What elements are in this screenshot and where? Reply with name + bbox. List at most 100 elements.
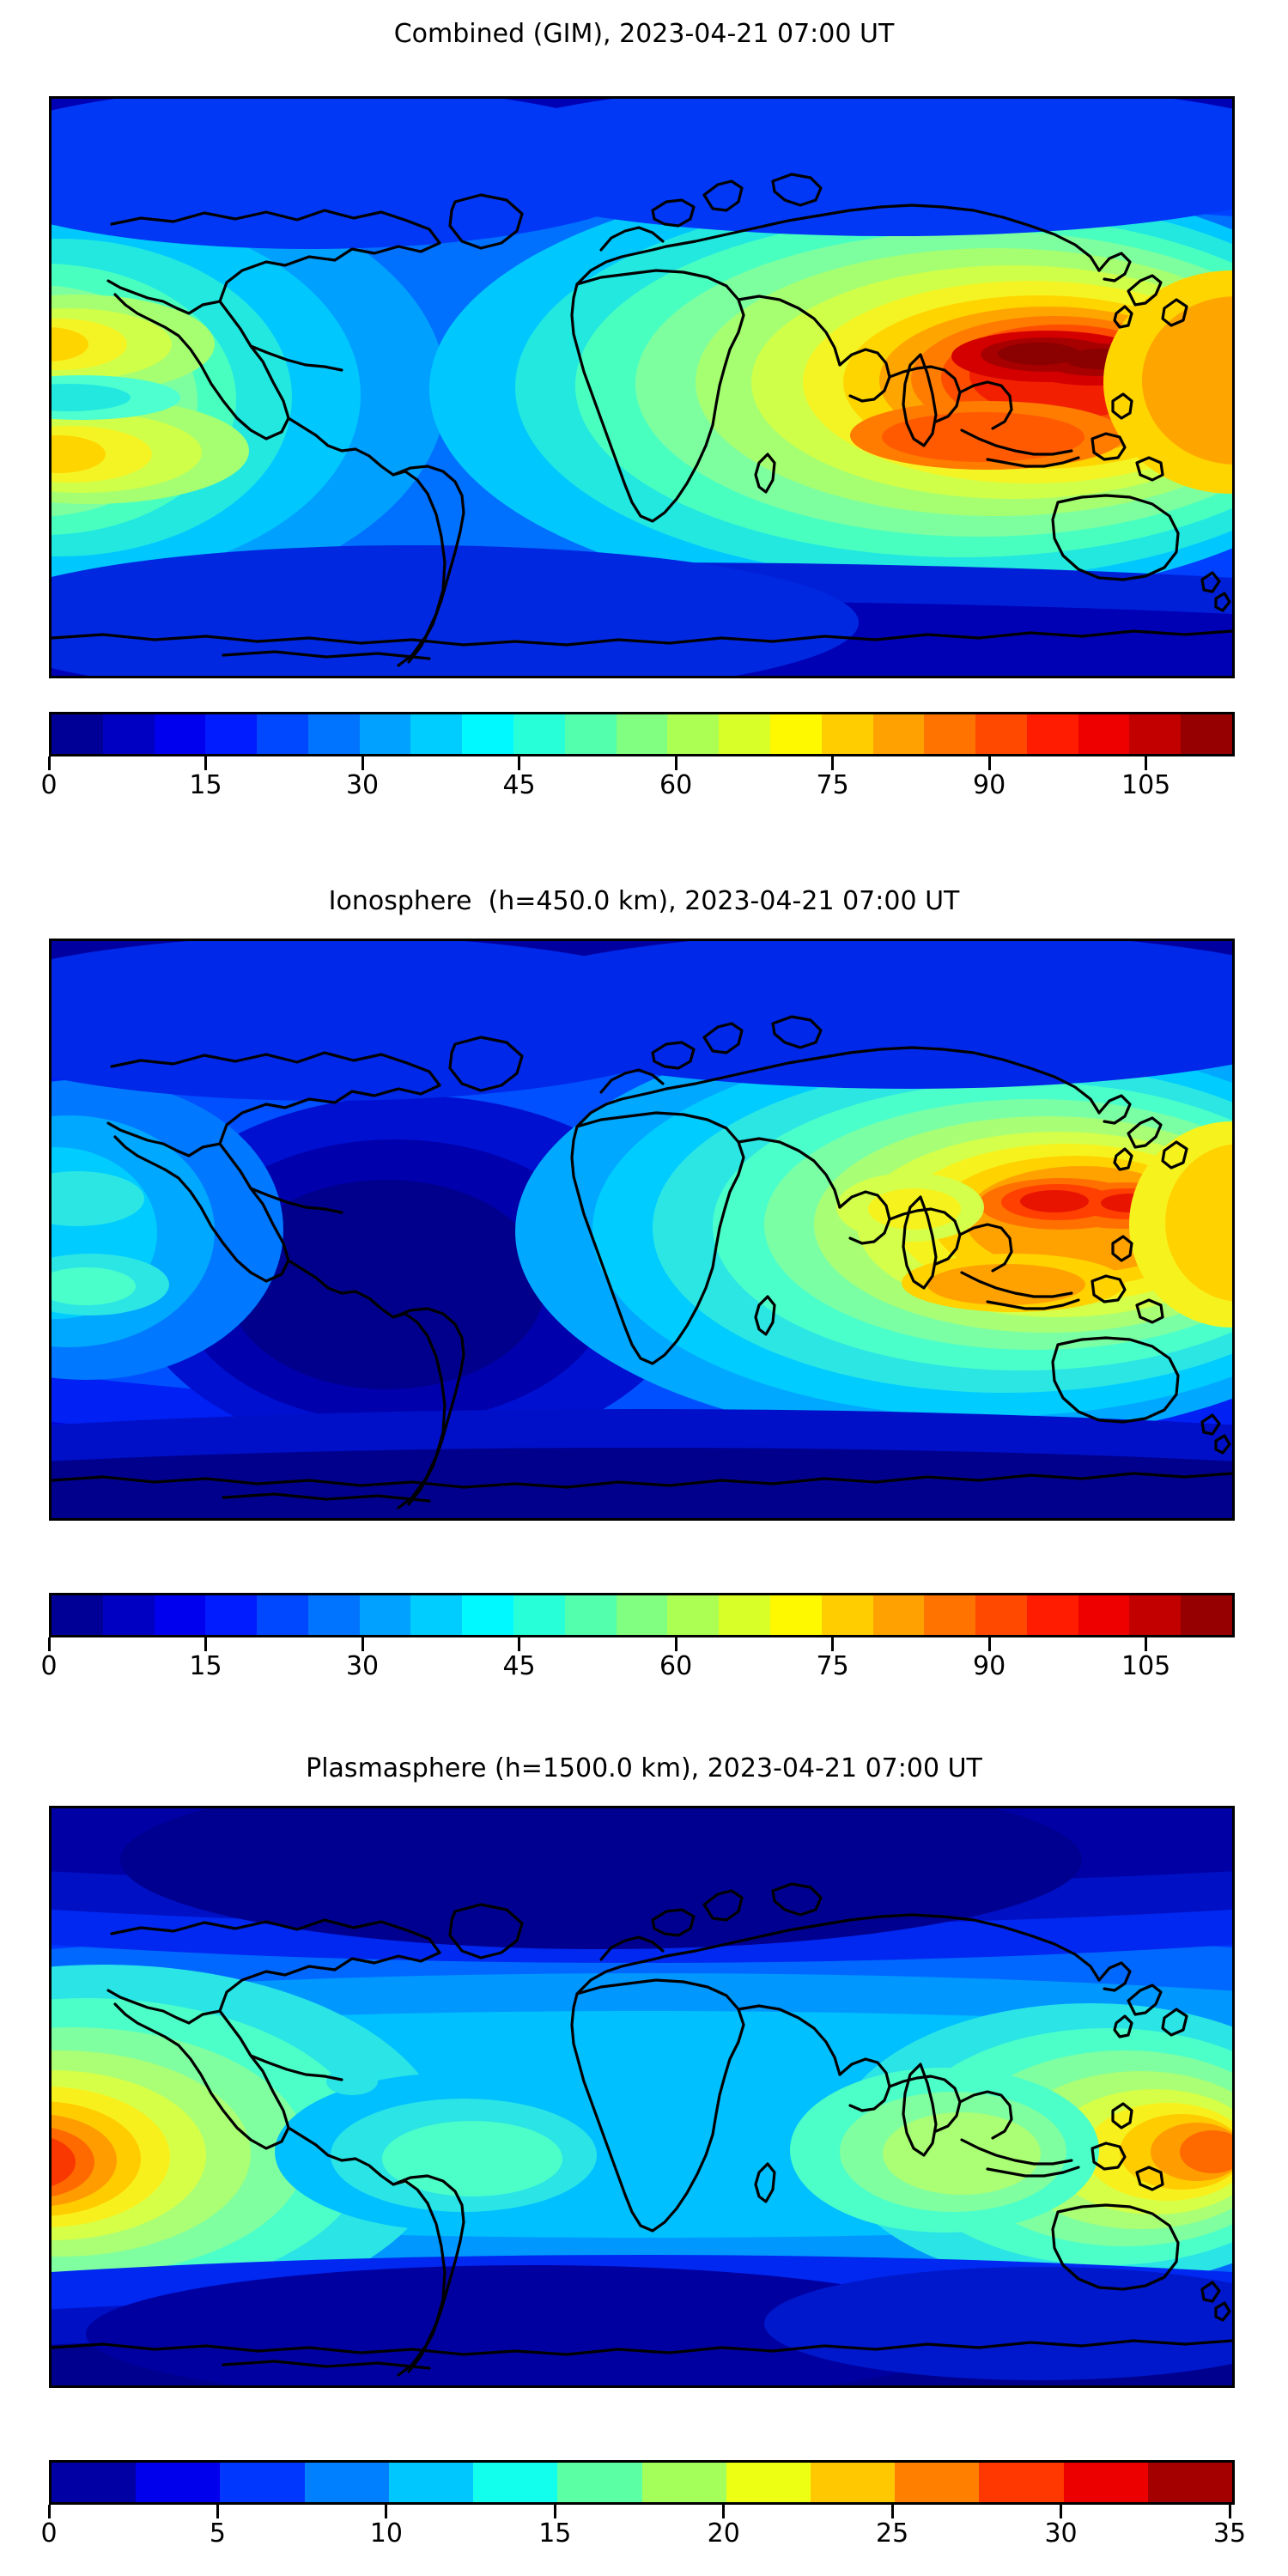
panel-title-plasmasphere: Plasmasphere (h=1500.0 km), 2023-04-21 0… bbox=[306, 1753, 982, 1783]
colorbar-tick-label: 35 bbox=[1212, 2518, 1247, 2549]
colorbar-segment bbox=[1078, 714, 1130, 754]
colorbar-segment bbox=[1063, 2463, 1148, 2502]
colorbar-ticks-ionosphere bbox=[46, 1637, 1232, 1651]
colorbar-tick-label: 20 bbox=[707, 2518, 740, 2549]
colorbar-segment bbox=[719, 714, 770, 754]
colorbar-tick bbox=[674, 756, 677, 770]
colorbar-tick-label: 5 bbox=[209, 2518, 226, 2549]
colorbar-segment bbox=[205, 714, 258, 754]
colorbar-segment bbox=[154, 714, 206, 754]
colorbar-segment bbox=[154, 1595, 206, 1635]
colorbar-segment bbox=[52, 1595, 103, 1635]
colorbar-plasmasphere: 0 5 10 15 20 25 30 35 bbox=[40, 2460, 1246, 2555]
colorbar-tick bbox=[1145, 756, 1148, 770]
colorbar-segment bbox=[52, 714, 103, 754]
colorbar-segment bbox=[513, 1595, 565, 1635]
colorbar-tick-label: 25 bbox=[876, 2518, 909, 2549]
colorbar-ticklabels-plasmasphere: 0 5 10 15 20 25 30 35 bbox=[40, 2518, 1246, 2555]
colorbar-tick-label: 15 bbox=[189, 1651, 222, 1681]
colorbar-ticklabels-ionosphere: 0 15 30 45 60 75 90 105 bbox=[40, 1651, 1232, 1687]
colorbar-tick bbox=[361, 1637, 364, 1651]
colorbar-tick-label: 90 bbox=[973, 770, 1006, 800]
colorbar-segment bbox=[616, 1595, 668, 1635]
colorbar-tick-label: 45 bbox=[502, 1651, 536, 1681]
colorbar-tick bbox=[987, 756, 991, 770]
colorbar-tick-label: 30 bbox=[1044, 2518, 1078, 2549]
colorbar-tick-label: 0 bbox=[40, 770, 58, 800]
colorbar-segment bbox=[52, 2463, 137, 2502]
colorbar-tick bbox=[47, 1637, 51, 1651]
colorbar-segment bbox=[1129, 1595, 1182, 1635]
colorbar-segment bbox=[102, 714, 155, 754]
colorbar-segment bbox=[975, 1595, 1027, 1635]
colorbar-tick bbox=[831, 1637, 835, 1651]
colorbar-tick bbox=[722, 2505, 726, 2518]
colorbar-tick-label: 75 bbox=[816, 770, 849, 800]
colorbar-segment bbox=[257, 1595, 308, 1635]
colorbar-bar-ionosphere bbox=[49, 1593, 1235, 1637]
colorbar-tick-label: 30 bbox=[345, 770, 380, 800]
map-ionosphere bbox=[49, 939, 1235, 1521]
panel-ionosphere: Ionosphere (h=450.0 km), 2023-04-21 07:0… bbox=[0, 867, 1288, 1735]
colorbar-segment bbox=[205, 1595, 258, 1635]
map-plasmasphere bbox=[49, 1806, 1235, 2388]
colorbar-segment bbox=[769, 1595, 822, 1635]
colorbar-tick-label: 60 bbox=[659, 770, 693, 800]
colorbar-tick bbox=[518, 756, 521, 770]
colorbar-segment bbox=[304, 2463, 389, 2502]
colorbar-segment bbox=[895, 2463, 980, 2502]
colorbar-segment bbox=[1026, 1595, 1078, 1635]
colorbar-segment bbox=[307, 1595, 360, 1635]
colorbar-segment bbox=[359, 1595, 411, 1635]
colorbar-segment bbox=[975, 714, 1027, 754]
panel-plasmasphere: Plasmasphere (h=1500.0 km), 2023-04-21 0… bbox=[0, 1735, 1288, 2576]
colorbar-tick-label: 60 bbox=[659, 1651, 693, 1681]
colorbar-segment bbox=[1181, 714, 1232, 754]
colorbar-segment bbox=[979, 2463, 1064, 2502]
colorbar-tick-label: 0 bbox=[40, 1651, 58, 1681]
colorbar-bar-combined bbox=[49, 712, 1235, 756]
colorbar-tick-label: 45 bbox=[502, 770, 536, 800]
colorbar-tick bbox=[47, 2505, 51, 2518]
colorbar-segment bbox=[616, 714, 668, 754]
colorbar-tick-label: 90 bbox=[973, 1651, 1006, 1681]
colorbar-segment bbox=[307, 714, 360, 754]
colorbar-segment bbox=[220, 2463, 305, 2502]
colorbar-tick bbox=[204, 1637, 208, 1651]
colorbar-tick bbox=[385, 2505, 388, 2518]
colorbar-tick bbox=[1228, 2505, 1231, 2518]
colorbar-tick bbox=[361, 756, 364, 770]
colorbar-tick-label: 105 bbox=[1121, 1651, 1171, 1681]
colorbar-tick bbox=[1145, 1637, 1148, 1651]
colorbar-segment bbox=[473, 2463, 558, 2502]
colorbar-segment bbox=[872, 714, 925, 754]
colorbar-tick bbox=[1060, 2505, 1063, 2518]
map-canvas-combined bbox=[52, 99, 1232, 676]
colorbar-tick bbox=[47, 756, 51, 770]
colorbar-tick-label: 30 bbox=[345, 1651, 380, 1681]
colorbar-segment bbox=[1147, 2463, 1233, 2502]
colorbar-segment bbox=[388, 2463, 474, 2502]
colorbar-tick bbox=[987, 1637, 991, 1651]
colorbar-tick bbox=[518, 1637, 521, 1651]
coastlines-plasmasphere bbox=[52, 1882, 1232, 2377]
panel-title-combined: Combined (GIM), 2023-04-21 07:00 UT bbox=[393, 19, 895, 49]
colorbar-segment bbox=[564, 714, 617, 754]
colorbar-segment bbox=[667, 714, 720, 754]
map-combined-gim bbox=[49, 96, 1235, 678]
colorbar-segment bbox=[557, 2463, 642, 2502]
colorbar-ticklabels-combined: 0 15 30 45 60 75 90 105 bbox=[40, 770, 1232, 806]
colorbar-tick-label: 0 bbox=[40, 2518, 58, 2549]
colorbar-tick bbox=[831, 756, 835, 770]
colorbar-tick-label: 105 bbox=[1121, 770, 1171, 800]
colorbar-segment bbox=[102, 1595, 155, 1635]
panel-title-ionosphere: Ionosphere (h=450.0 km), 2023-04-21 07:0… bbox=[328, 886, 960, 916]
colorbar-segment bbox=[1129, 714, 1182, 754]
colorbar-segment bbox=[1181, 1595, 1232, 1635]
colorbar-segment bbox=[257, 714, 308, 754]
colorbar-tick bbox=[890, 2505, 894, 2518]
colorbar-ticks-combined bbox=[46, 756, 1232, 770]
coastlines-combined bbox=[52, 173, 1232, 667]
colorbar-bar-plasmasphere bbox=[49, 2460, 1235, 2505]
